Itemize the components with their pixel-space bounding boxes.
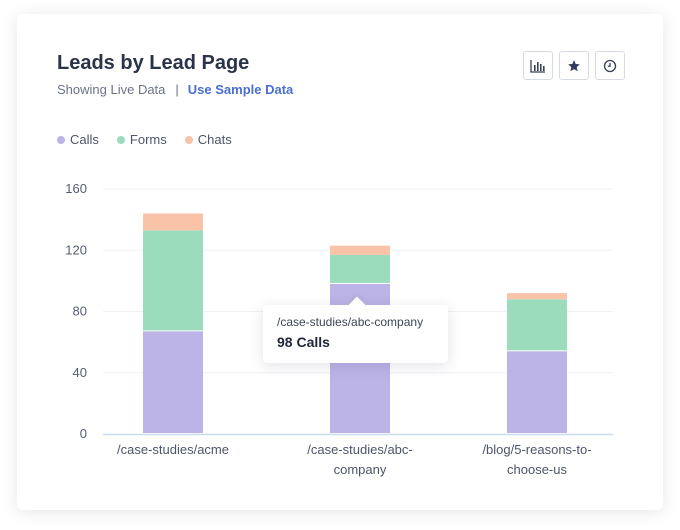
stacked-bar-chart: 0 40 80 120 160/case-studies/acme/case-studi…: [65, 181, 613, 477]
legend-swatch-forms: [116, 135, 125, 144]
x-tick-label: /case-studies/acme: [117, 442, 229, 457]
history-button[interactable]: [595, 51, 625, 80]
bar-chart-button[interactable]: [523, 51, 553, 80]
use-sample-data-link[interactable]: Use Sample Data: [187, 82, 294, 97]
bar-chart-icon: [530, 59, 545, 73]
toolbar: [523, 51, 625, 80]
x-tick-label: /case-studies/abc-company: [307, 442, 413, 477]
legend-label-chats: Chats: [197, 132, 232, 147]
legend-label-calls: Calls: [70, 132, 99, 147]
favorite-button[interactable]: [559, 51, 589, 80]
bar-tooltip: /case-studies/abc-company 98 Calls: [263, 305, 448, 363]
live-data-status: Showing Live Data: [57, 82, 166, 97]
x-tick-label: /blog/5-reasons-to-choose-us: [482, 442, 591, 477]
x-tick-label-line: /blog/5-reasons-to-: [482, 442, 591, 457]
bar-forms-0[interactable]: [143, 230, 203, 331]
x-tick-label-line: choose-us: [507, 462, 567, 477]
bar-forms-2[interactable]: [507, 299, 567, 351]
y-tick-label: 80: [73, 304, 87, 319]
tooltip-value: 98 Calls: [277, 334, 330, 350]
y-tick-label: 160: [65, 181, 87, 196]
legend-swatch-chats: [184, 135, 193, 144]
chart-card: Leads by Lead Page Showing Live Data | Use…: [17, 14, 663, 510]
y-tick-label: 0: [80, 426, 87, 441]
separator: |: [175, 82, 179, 97]
bar-chats-2[interactable]: [507, 293, 567, 300]
chart-legend: Calls Forms Chats: [57, 132, 232, 147]
x-tick-label-line: /case-studies/abc-: [307, 442, 413, 457]
bar-chats-0[interactable]: [143, 213, 203, 231]
clock-icon: [603, 59, 617, 72]
bar-chats-1[interactable]: [330, 245, 390, 255]
star-icon: [568, 59, 580, 71]
tooltip-label: /case-studies/abc-company: [277, 315, 424, 329]
legend-item-forms[interactable]: Forms: [116, 132, 167, 147]
legend-item-calls[interactable]: Calls: [57, 132, 99, 147]
legend-item-chats[interactable]: Chats: [184, 132, 232, 147]
y-tick-label: 120: [65, 242, 87, 257]
x-tick-label-line: /case-studies/acme: [117, 442, 229, 457]
bar-forms-1[interactable]: [330, 254, 390, 283]
x-tick-label-line: company: [334, 462, 387, 477]
chart-title: Leads by Lead Page: [57, 52, 250, 74]
y-tick-label: 40: [73, 365, 87, 380]
bar-calls-2[interactable]: [507, 351, 567, 433]
legend-label-forms: Forms: [129, 132, 167, 147]
bar-calls-0[interactable]: [143, 331, 203, 433]
legend-swatch-calls: [57, 135, 65, 144]
data-source-line: Showing Live Data | Use Sample Data: [57, 82, 293, 97]
